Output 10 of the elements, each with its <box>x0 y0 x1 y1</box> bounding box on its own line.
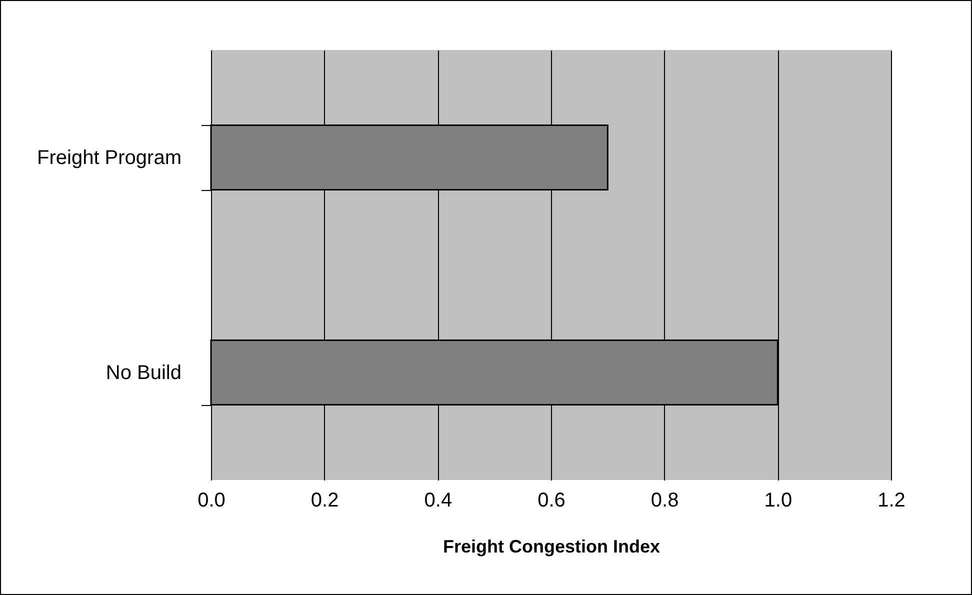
x-tick-label: 0.8 <box>650 490 679 512</box>
x-tick-label: 0.2 <box>310 490 339 512</box>
x-axis-title: Freight Congestion Index <box>442 536 660 556</box>
y-tick-label: No Build <box>106 362 182 384</box>
x-tick-label: 1.2 <box>878 490 906 512</box>
x-tick-label: 0.0 <box>198 490 226 512</box>
x-tick-label: 1.0 <box>764 490 792 512</box>
x-tick-label: 0.4 <box>424 490 452 512</box>
y-tick-label: Freight Program <box>37 147 182 169</box>
x-tick-label: 0.6 <box>538 490 566 512</box>
